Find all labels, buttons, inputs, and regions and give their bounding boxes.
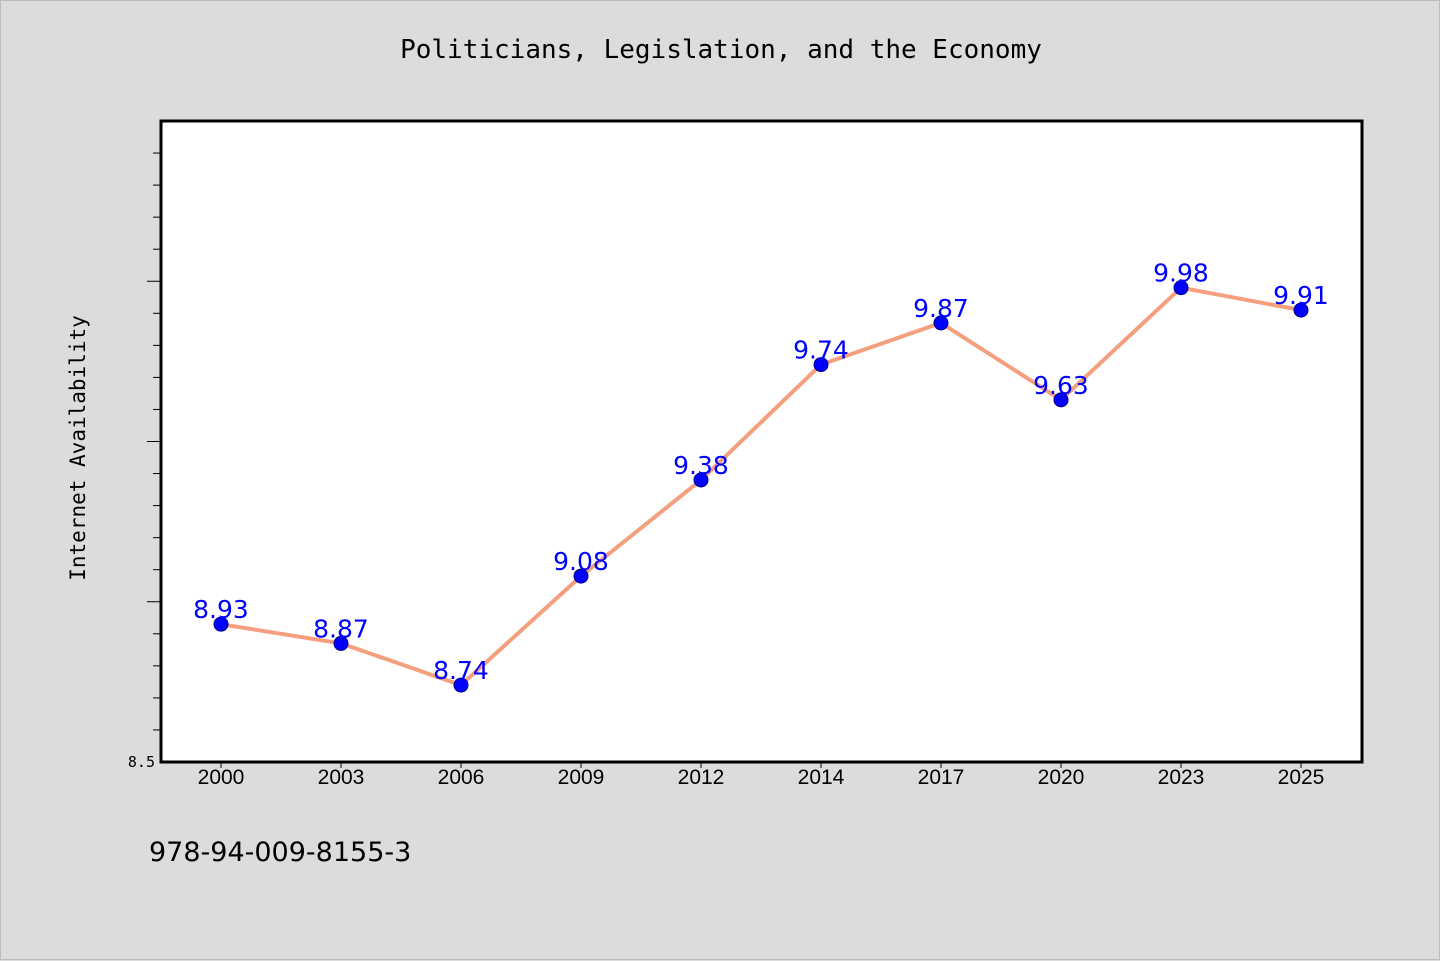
x-tick-label: 2006 bbox=[438, 766, 485, 789]
data-label: 9.08 bbox=[553, 547, 609, 576]
series-line bbox=[220, 285, 1302, 688]
plot-area bbox=[159, 119, 1364, 764]
data-label: 8.74 bbox=[433, 656, 489, 685]
x-tick-label: 2023 bbox=[1158, 766, 1205, 789]
y-tick-label: 8.5 bbox=[128, 753, 155, 771]
data-point bbox=[453, 677, 469, 693]
x-tick-label: 2000 bbox=[198, 766, 245, 789]
data-point bbox=[1173, 280, 1189, 296]
data-label: 9.87 bbox=[913, 294, 969, 323]
data-label: 9.63 bbox=[1033, 371, 1089, 400]
data-point bbox=[933, 315, 949, 331]
data-point bbox=[1293, 302, 1309, 318]
x-tick-label: 2003 bbox=[318, 766, 365, 789]
data-point bbox=[693, 472, 709, 488]
data-label: 8.93 bbox=[193, 595, 249, 624]
data-point bbox=[333, 635, 349, 651]
data-point bbox=[573, 568, 589, 584]
x-tick-label: 2017 bbox=[918, 766, 965, 789]
data-label: 9.91 bbox=[1273, 281, 1329, 310]
data-label: 9.74 bbox=[793, 336, 849, 365]
x-tick-label: 2020 bbox=[1038, 766, 1085, 789]
data-point bbox=[1053, 392, 1069, 408]
x-tick-label: 2014 bbox=[798, 766, 845, 789]
data-point bbox=[813, 357, 829, 373]
x-tick-label: 2009 bbox=[558, 766, 605, 789]
data-label: 9.98 bbox=[1153, 259, 1209, 288]
isbn-label: 978-94-009-8155-3 bbox=[149, 837, 412, 868]
chart-title: Politicians, Legislation, and the Econom… bbox=[400, 35, 1042, 65]
data-label: 9.38 bbox=[673, 451, 729, 480]
data-point bbox=[213, 616, 229, 632]
x-tick-label: 2025 bbox=[1278, 766, 1325, 789]
x-tick-label: 2012 bbox=[678, 766, 725, 789]
data-label: 8.87 bbox=[313, 614, 369, 643]
